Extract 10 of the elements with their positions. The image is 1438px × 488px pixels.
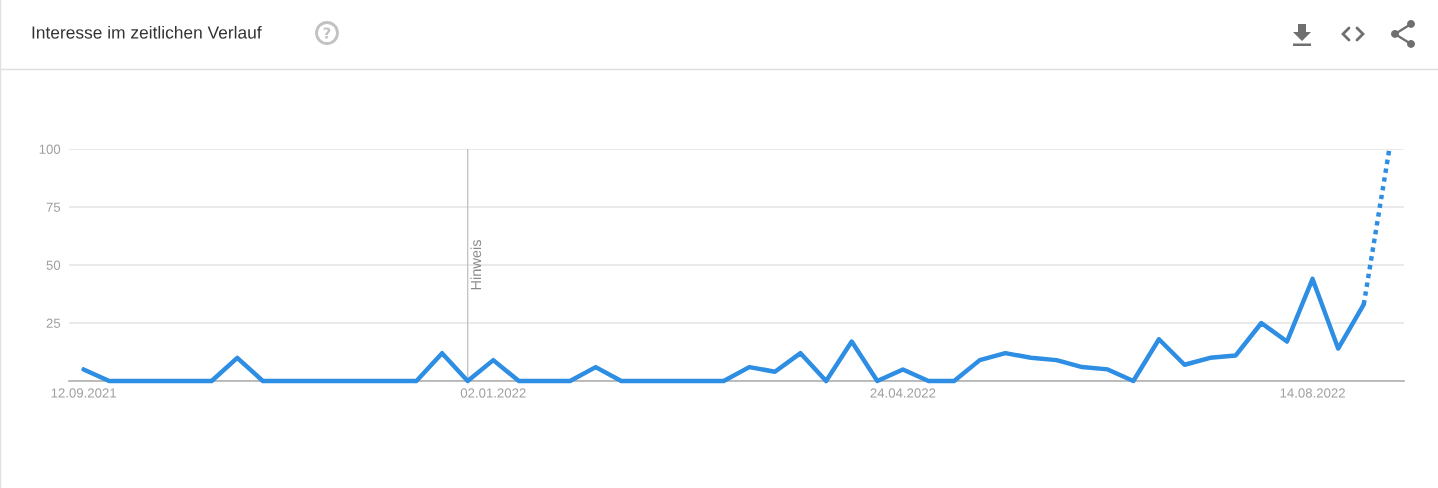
- ref-line-label: Hinweis: [470, 240, 482, 290]
- y-tick-label: 50: [46, 260, 61, 270]
- x-tick-label: 14.08.2022: [1280, 388, 1345, 398]
- x-tick-label: 24.04.2022: [870, 388, 936, 398]
- x-tick-label: 02.01.2022: [460, 388, 526, 398]
- y-tick-label: 100: [39, 144, 61, 154]
- y-tick-label: 75: [46, 202, 61, 212]
- x-tick-label: 12.09.2021: [51, 388, 117, 398]
- chart-title: Interesse im zeitlichen Verlauf: [32, 25, 262, 39]
- y-tick-label: 25: [46, 318, 61, 328]
